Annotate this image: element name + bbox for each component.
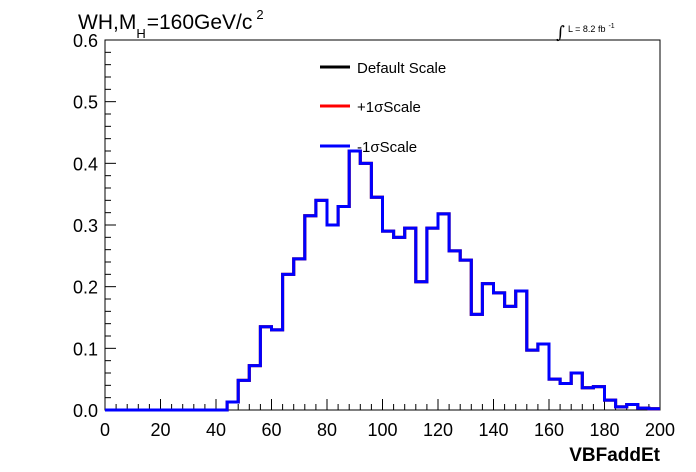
x-tick-label: 80	[317, 420, 337, 440]
x-tick-label: 40	[206, 420, 226, 440]
y-tick-label: 0.6	[73, 31, 98, 51]
x-axis-label: VBFaddEt	[569, 445, 660, 466]
x-tick-label: 20	[150, 420, 170, 440]
integral-symbol: ∫	[556, 23, 565, 43]
y-tick-label: 0.2	[73, 278, 98, 298]
legend: Default Scale +1σScale -1σScale	[320, 60, 446, 156]
luminosity-label: ∫ L = 8.2 fb -1	[556, 23, 615, 43]
x-tick-label: 100	[367, 420, 397, 440]
series-line-2	[105, 149, 660, 412]
luminosity-text: L = 8.2 fb -1	[568, 23, 615, 34]
chart-title-superscript: 2	[256, 7, 263, 22]
chart-title-subscript: H	[136, 26, 145, 41]
x-tick-label: 180	[589, 420, 619, 440]
legend-label-plus: +1σScale	[357, 99, 421, 116]
y-tick-label: 0.3	[73, 216, 98, 236]
x-tick-label: 60	[261, 420, 281, 440]
legend-label-minus: -1σScale	[357, 139, 417, 156]
legend-label-default: Default Scale	[357, 60, 446, 77]
y-tick-label: 0.5	[73, 93, 98, 113]
chart-title: WH,MH=160GeV/c 2	[78, 7, 264, 41]
axes: 0 20 40 60 80 100 120 140 160 180 200 0.0 0.1 0.2 0.3 0…	[73, 31, 675, 440]
x-tick-label: 200	[645, 420, 675, 440]
x-tick-label: 0	[100, 420, 110, 440]
x-tick-label: 120	[423, 420, 453, 440]
x-tick-label: 160	[534, 420, 564, 440]
y-tick-label: 0.0	[73, 401, 98, 421]
series-line-0	[105, 149, 660, 412]
y-tick-label: 0.4	[73, 154, 98, 174]
x-tick-label: 140	[478, 420, 508, 440]
series-line-1	[105, 149, 660, 412]
y-tick-label: 0.1	[73, 339, 98, 359]
series-layer	[105, 149, 660, 412]
